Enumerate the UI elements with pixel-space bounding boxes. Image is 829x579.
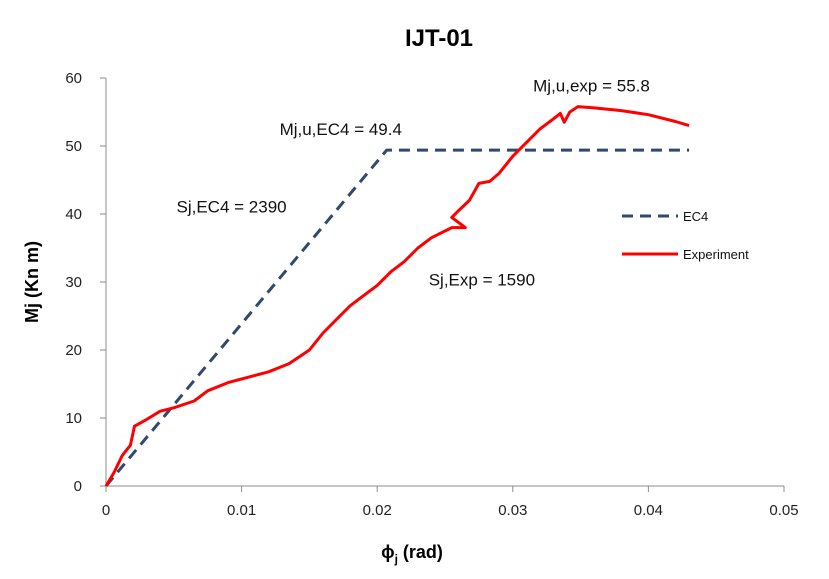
y-tick-label: 50 [65, 138, 82, 155]
y-tick-label: 20 [65, 342, 82, 359]
annotations: Mj,u,exp = 55.8 Mj,u,EC4 = 49.4 Sj,EC4 = 2… [177, 77, 650, 290]
y-axis-title: Mj (Kn m) [22, 241, 42, 323]
x-axis-title: ϕj (rad) [381, 542, 443, 566]
legend-experiment-label: Experiment [683, 247, 749, 262]
x-ticks: 0 0.01 0.02 0.03 0.04 0.05 [102, 486, 799, 519]
x-tick-label: 0.04 [634, 502, 663, 519]
series-ec4-line [104, 148, 690, 487]
x-tick-label: 0.01 [227, 502, 256, 519]
series-layer [104, 105, 690, 487]
y-tick-label: 40 [65, 206, 82, 223]
x-tick-label: 0.03 [498, 502, 527, 519]
x-axis-title-symbol: ϕ [381, 542, 395, 562]
annotation-label: Sj,Exp = 1590 [429, 270, 535, 289]
annotation-label: Mj,u,exp = 55.8 [533, 77, 650, 96]
legend: EC4 Experiment [622, 209, 749, 262]
y-tick-label: 60 [65, 70, 82, 87]
y-tick-label: 10 [65, 410, 82, 427]
x-tick-label: 0 [102, 502, 110, 519]
x-axis-title-rest: (rad) [398, 542, 443, 562]
annotation-label: Sj,EC4 = 2390 [177, 198, 287, 217]
y-tick-label: 0 [74, 478, 82, 495]
legend-ec4-label: EC4 [683, 209, 708, 224]
series-experiment-line [104, 105, 690, 487]
x-tick-label: 0.05 [769, 502, 798, 519]
annotation-label: Mj,u,EC4 = 49.4 [280, 120, 402, 139]
chart-title: IJT-01 [405, 25, 473, 52]
x-tick-label: 0.02 [363, 502, 392, 519]
y-tick-label: 30 [65, 274, 82, 291]
y-ticks: 0 10 20 30 40 50 60 [65, 70, 106, 495]
x-axis-title-sub: j [394, 552, 398, 566]
